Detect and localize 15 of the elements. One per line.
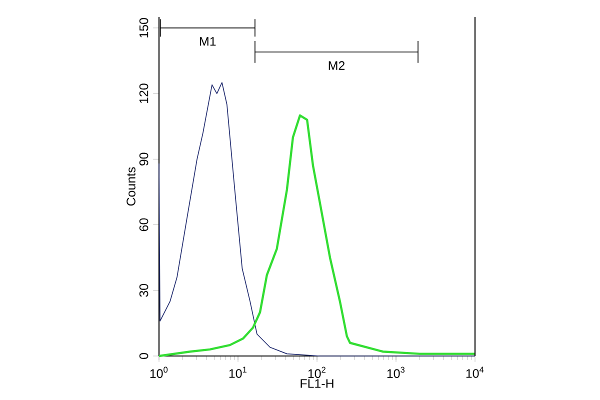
x-tick-label: 10$^{3}$ [387,366,405,378]
x-tick-label: 10$^{2}$ [308,366,326,378]
series-label: M2 [328,61,345,70]
y-tick-label: 60 [139,218,148,232]
y-axis-title: Counts [126,167,136,206]
series-label: M1 [200,37,216,46]
y-tick-label: 120 [139,84,148,103]
x-tick-label: 10$^{4}$ [466,366,484,378]
y-tick-label: 30 [139,284,148,297]
x-tick-label: 10$^{1}$ [229,366,246,378]
x-axis-title: FL1-H [300,379,334,388]
y-tick-label: 0 [139,353,148,359]
x-tick-label: 10$^{0}$ [150,366,168,378]
y-tick-label: 90 [139,152,148,166]
y-tick-label: 150 [139,18,148,38]
